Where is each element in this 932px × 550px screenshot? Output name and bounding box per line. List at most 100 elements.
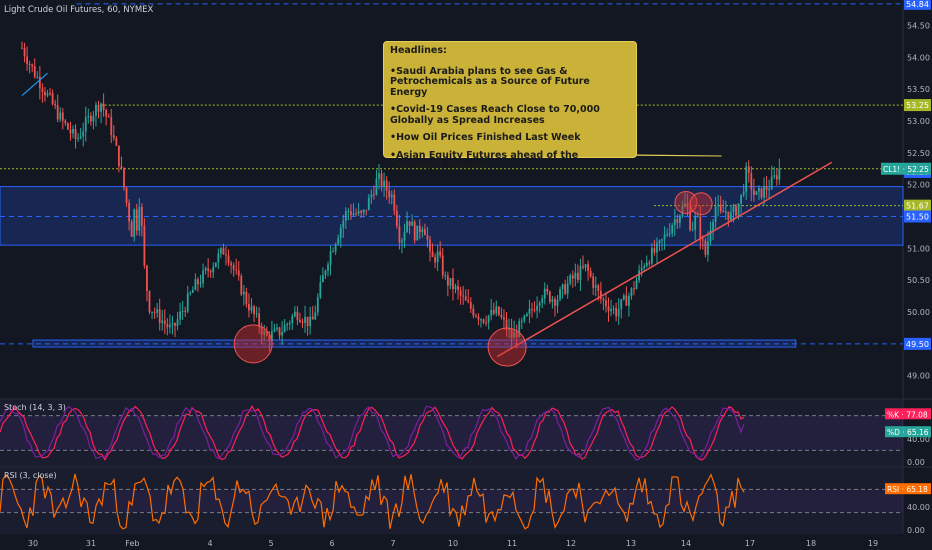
candle-body bbox=[357, 210, 360, 214]
candle-body bbox=[508, 328, 510, 331]
time-tick-label: 30 bbox=[28, 539, 38, 548]
candle-body bbox=[429, 239, 431, 252]
osc-tick-label: 0.00 bbox=[907, 526, 925, 535]
candle-body bbox=[574, 272, 577, 279]
candle-body bbox=[472, 308, 475, 316]
candle-body bbox=[367, 197, 370, 211]
candle-body bbox=[666, 234, 669, 236]
candle-body bbox=[551, 299, 554, 302]
candle-body bbox=[309, 316, 312, 327]
candle-body bbox=[622, 295, 625, 300]
candle-body bbox=[225, 254, 227, 256]
candle-body bbox=[765, 186, 768, 190]
candle-body bbox=[475, 315, 477, 317]
chart-title: Light Crude Oil Futures, 60, NYMEX bbox=[4, 5, 154, 15]
candle-body bbox=[543, 288, 546, 299]
candle-body bbox=[360, 210, 363, 213]
candle-body bbox=[607, 306, 610, 312]
candle-body bbox=[650, 248, 653, 264]
candle-body bbox=[199, 283, 202, 285]
candle-body bbox=[589, 270, 592, 277]
candle-body bbox=[750, 173, 753, 190]
candle-body bbox=[385, 180, 388, 191]
candle-body bbox=[276, 327, 278, 329]
candle-body bbox=[327, 264, 329, 271]
candle-body bbox=[737, 203, 740, 216]
candle-body bbox=[633, 288, 635, 290]
candle-body bbox=[281, 332, 283, 336]
candle-body bbox=[271, 331, 273, 342]
candle-body bbox=[355, 213, 357, 215]
candle-body bbox=[347, 211, 350, 213]
candle-body bbox=[605, 300, 607, 307]
candle-body bbox=[107, 116, 110, 118]
time-tick-label: 6 bbox=[329, 539, 334, 548]
price-tag-bg bbox=[904, 99, 931, 112]
candle-body bbox=[36, 76, 39, 78]
candle-body bbox=[163, 320, 166, 324]
candle-body bbox=[556, 299, 559, 306]
candle-body bbox=[434, 257, 436, 263]
headlines-callout: Headlines: Saudi Arabia plans to see Gas… bbox=[383, 41, 637, 171]
candle-body bbox=[515, 331, 518, 338]
candle-body bbox=[758, 188, 760, 192]
candle-body bbox=[194, 279, 197, 290]
candle-body bbox=[742, 191, 745, 195]
candle-body bbox=[469, 302, 472, 309]
candle-body bbox=[316, 297, 319, 313]
candle-body bbox=[143, 225, 146, 266]
candle-body bbox=[339, 227, 342, 239]
candle-body bbox=[332, 251, 334, 253]
candle-body bbox=[383, 180, 385, 187]
candle-body bbox=[528, 308, 531, 314]
candle-body bbox=[59, 112, 62, 120]
candle-body bbox=[296, 311, 299, 320]
time-tick-label: Feb bbox=[125, 539, 139, 548]
headlines-title: Headlines: bbox=[390, 45, 447, 56]
last-price-tag-bg bbox=[881, 162, 931, 175]
candle-body bbox=[344, 211, 347, 221]
candle-body bbox=[41, 88, 44, 92]
osc-value-tag: RSI · 65.18 bbox=[887, 485, 928, 494]
candle-body bbox=[314, 312, 317, 320]
candle-body bbox=[202, 270, 204, 284]
candle-body bbox=[89, 115, 92, 122]
price-tag-label: 53.25 bbox=[906, 101, 929, 110]
candle-body bbox=[324, 270, 327, 276]
candle-body bbox=[520, 320, 523, 322]
osc-tick-label: 0.00 bbox=[907, 458, 925, 467]
candle-body bbox=[87, 115, 90, 118]
candle-body bbox=[569, 275, 572, 284]
candle-body bbox=[273, 328, 276, 332]
time-tick-label: 18 bbox=[806, 539, 816, 548]
candle-body bbox=[441, 255, 444, 276]
candle-body bbox=[250, 306, 253, 311]
candle-body bbox=[189, 292, 192, 294]
candle-body bbox=[500, 315, 503, 318]
candle-body bbox=[722, 211, 725, 213]
candle-body bbox=[487, 315, 490, 323]
candle-body bbox=[503, 317, 505, 320]
candle-body bbox=[694, 216, 697, 230]
osc-tick-label: 40.00 bbox=[907, 503, 930, 512]
candle-body bbox=[95, 104, 97, 116]
candle-body bbox=[679, 215, 681, 223]
candle-body bbox=[403, 232, 406, 241]
candle-body bbox=[179, 311, 181, 320]
highlight-circle bbox=[233, 324, 273, 364]
candle-body bbox=[707, 241, 709, 255]
candle-body bbox=[531, 308, 533, 310]
price-tag-bg bbox=[904, 0, 931, 10]
candle-body bbox=[64, 120, 67, 124]
candle-body bbox=[645, 262, 648, 267]
candle-body bbox=[668, 233, 671, 235]
candle-body bbox=[681, 206, 684, 216]
candle-body bbox=[740, 194, 742, 204]
candle-body bbox=[84, 117, 87, 132]
candle-body bbox=[176, 319, 179, 326]
candle-body bbox=[329, 251, 332, 265]
candle-body bbox=[82, 131, 85, 137]
candle-body bbox=[33, 66, 36, 77]
price-tick-label: 54.50 bbox=[907, 21, 930, 30]
candle-body bbox=[559, 289, 561, 300]
